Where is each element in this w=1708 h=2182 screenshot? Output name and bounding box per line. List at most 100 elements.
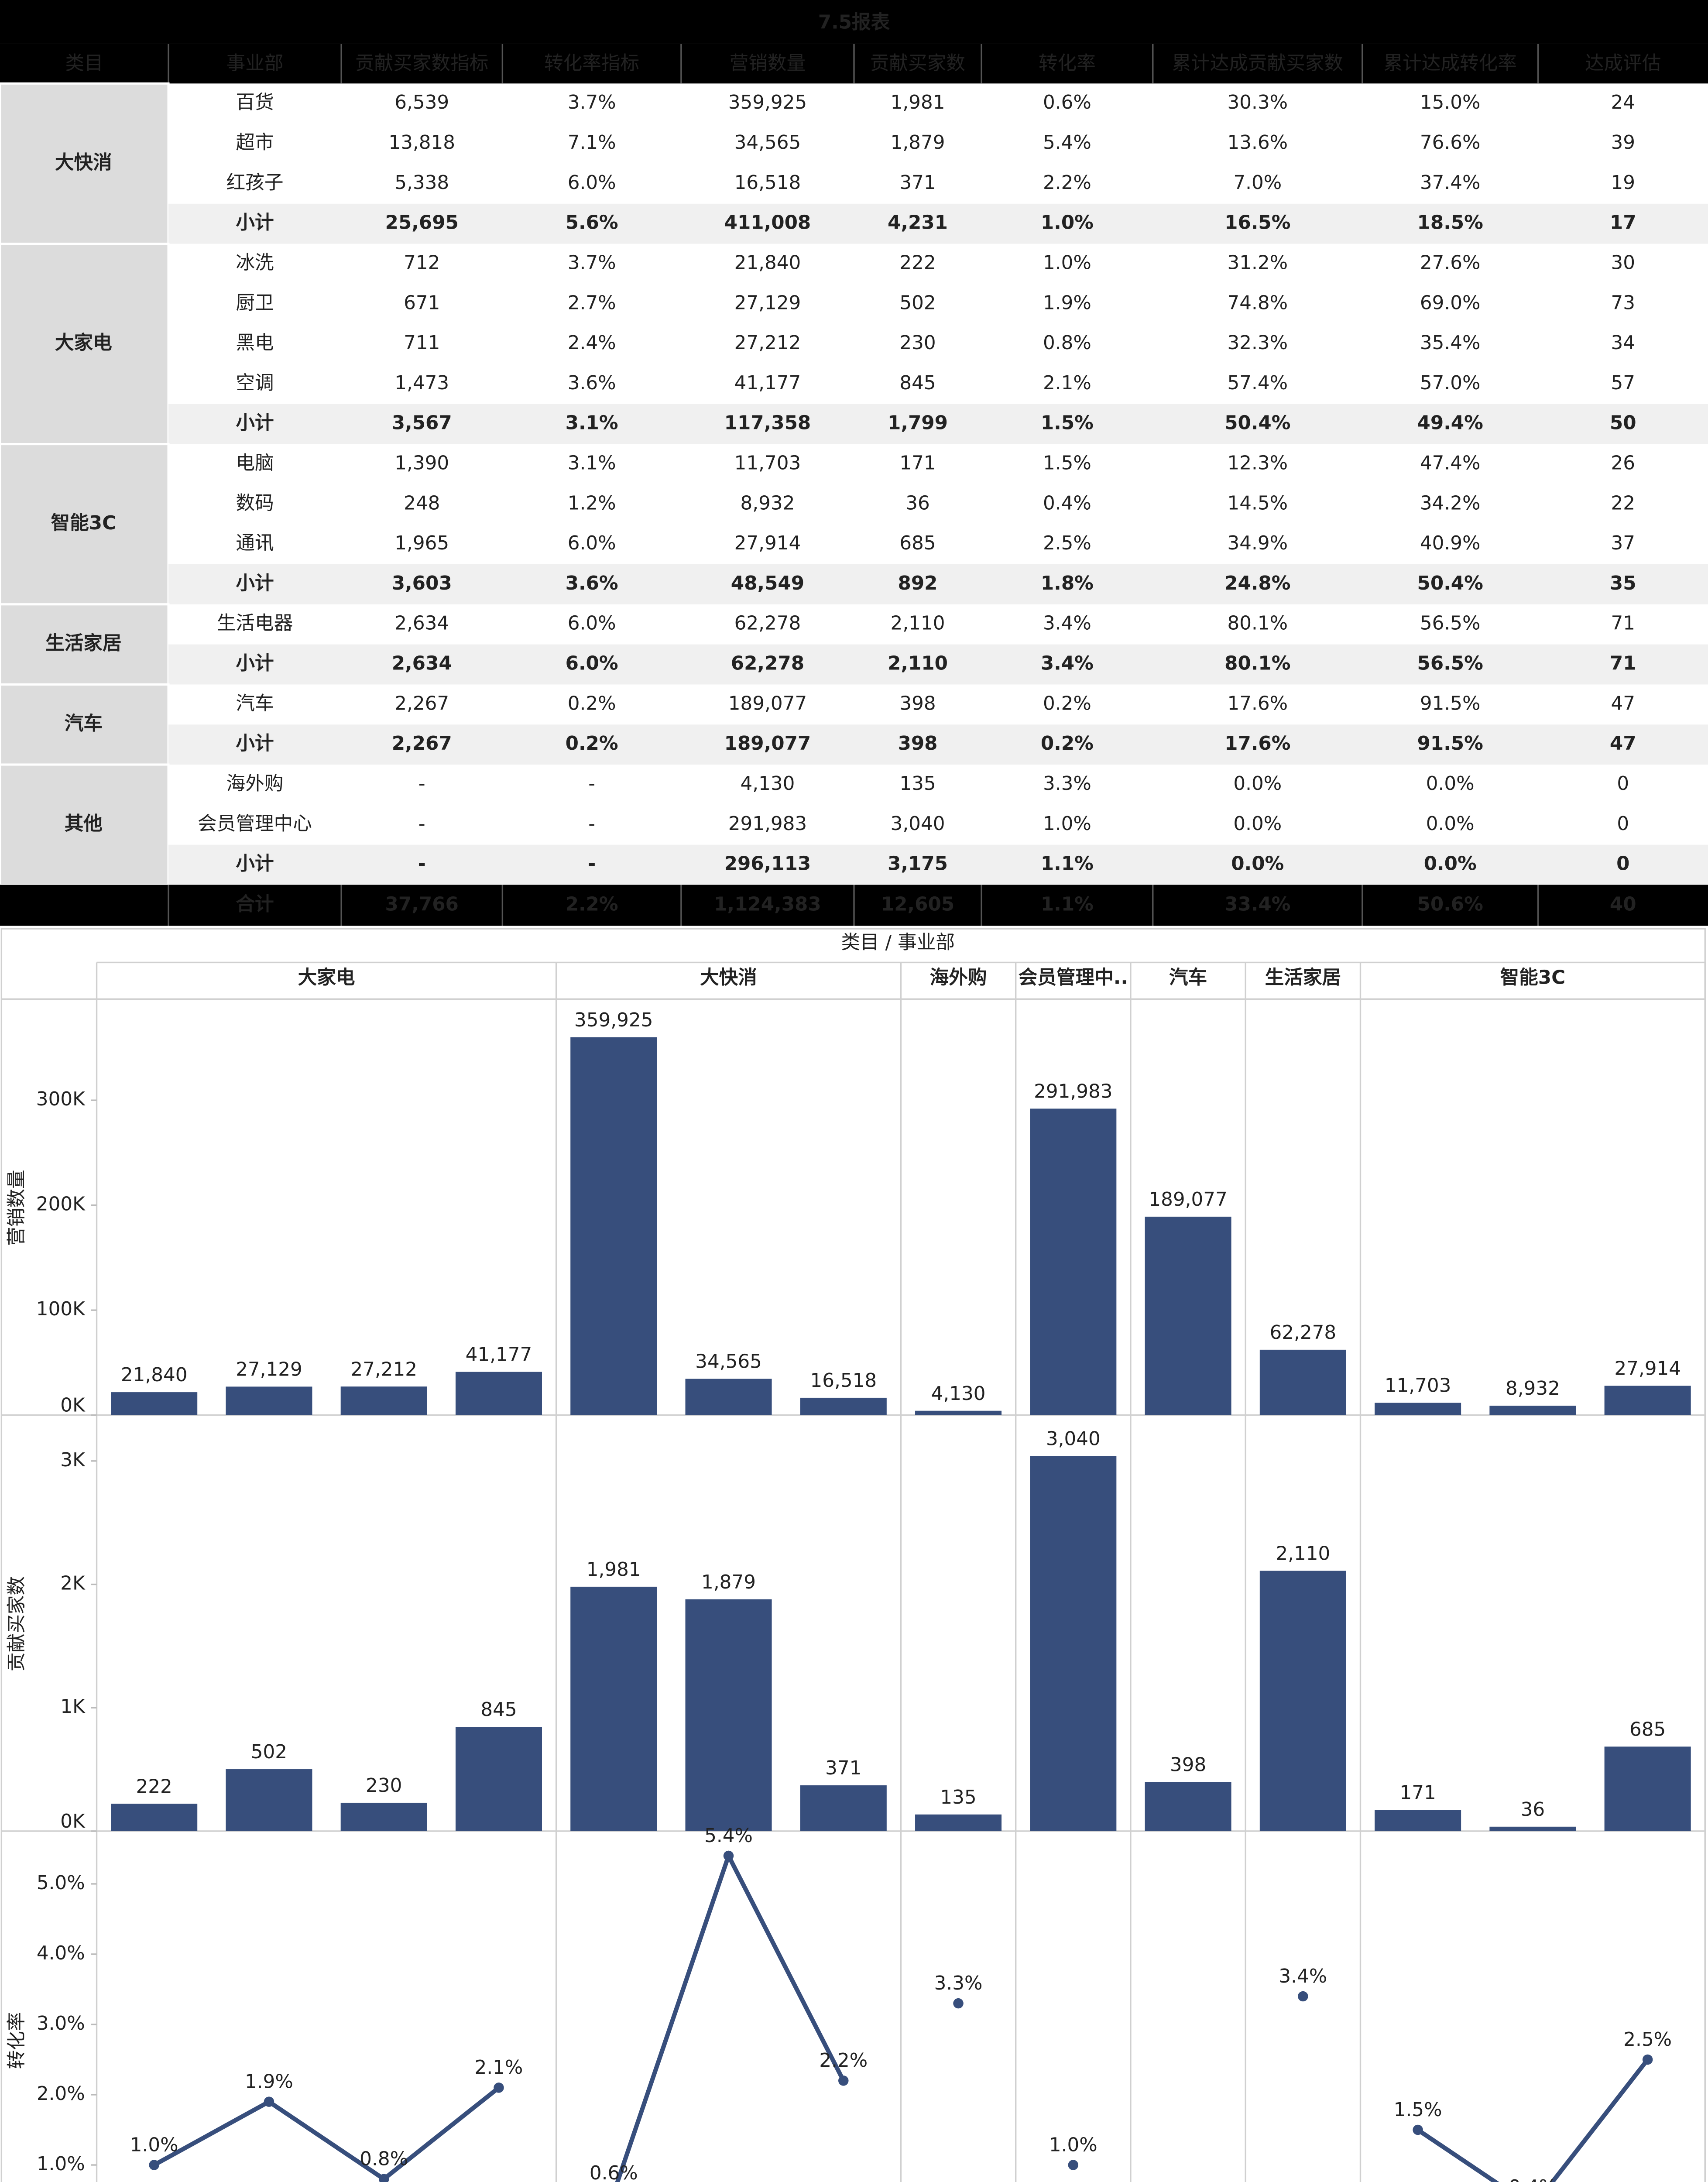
category-cell <box>0 603 170 686</box>
total-cell: 合计 <box>236 893 274 915</box>
subtotal-cell: 1.1% <box>1041 853 1094 875</box>
table-cell: 1.5% <box>1043 453 1091 474</box>
subtotal-cell: 17 <box>1610 212 1636 234</box>
table-cell: 91.5% <box>1420 693 1481 714</box>
subtotal-cell: 小计 <box>236 573 274 594</box>
y-tick-label: 2.0% <box>37 2083 85 2105</box>
subtotal-cell: 1.0% <box>1041 212 1094 234</box>
table-cell: 35.4% <box>1420 332 1481 354</box>
bar <box>1030 1108 1117 1415</box>
value-label: 359,925 <box>574 1009 653 1031</box>
table-cell: 1,981 <box>891 92 945 113</box>
table-cell: 69.0% <box>1420 292 1481 314</box>
bar <box>570 1586 657 1831</box>
table-cell: 80.1% <box>1227 613 1288 635</box>
column-header: 贡献买家数 <box>870 53 965 75</box>
table-cell: 248 <box>404 492 440 514</box>
facet-title: 类目 / 事业部 <box>841 932 955 954</box>
table-cell: 数码 <box>236 492 274 514</box>
table-cell: 13.6% <box>1227 132 1288 154</box>
table-cell: 0.4% <box>1043 492 1091 514</box>
group-header: 海外购 <box>930 967 987 988</box>
subtotal-cell: 24.8% <box>1224 573 1290 594</box>
table-cell: 1.2% <box>568 492 616 514</box>
table-cell: - <box>588 813 595 835</box>
subtotal-bg <box>168 203 1708 244</box>
bar <box>915 1410 1002 1415</box>
table-cell: 291,983 <box>728 813 807 835</box>
table-cell: 0.2% <box>568 693 616 714</box>
table-cell: 0 <box>1617 813 1629 835</box>
table-cell: 47.4% <box>1420 453 1481 474</box>
table-cell: 7.1% <box>568 132 616 154</box>
subtotal-cell: 4,231 <box>888 212 948 234</box>
point <box>838 2076 849 2086</box>
value-label: 230 <box>366 1775 402 1797</box>
subtotal-cell: 小计 <box>236 412 274 434</box>
bar <box>226 1386 312 1415</box>
group-header: 生活家居 <box>1265 967 1341 988</box>
subtotal-cell: 3,603 <box>392 573 452 594</box>
table-cell: 6.0% <box>568 613 616 635</box>
y-tick-label: 4.0% <box>37 1942 85 1964</box>
bar <box>1259 1571 1346 1831</box>
value-label: 171 <box>1399 1782 1436 1804</box>
subtotal-cell: 50.4% <box>1417 573 1483 594</box>
bar <box>1489 1406 1576 1415</box>
table-cell: 13,818 <box>388 132 455 154</box>
value-label: 11,703 <box>1385 1375 1451 1397</box>
bar <box>1030 1456 1117 1831</box>
subtotal-cell: - <box>588 853 596 875</box>
bar <box>685 1379 772 1415</box>
table-cell: 超市 <box>236 132 274 154</box>
table-cell: 37.4% <box>1420 172 1481 194</box>
title-bar <box>0 0 1708 44</box>
table-cell: 34.2% <box>1420 492 1481 514</box>
group-header: 大快消 <box>700 967 757 988</box>
point <box>1298 1991 1308 2002</box>
bar <box>340 1386 427 1415</box>
subtotal-cell: 48,549 <box>731 573 804 594</box>
table-cell: 36 <box>905 492 930 514</box>
bar <box>455 1372 542 1415</box>
subtotal-cell: 0.2% <box>566 733 618 755</box>
table-cell: 0.0% <box>1233 813 1282 835</box>
column-header: 转化率指标 <box>544 53 639 75</box>
table-cell: 189,077 <box>728 693 807 714</box>
table-cell: 11,703 <box>734 453 801 474</box>
column-header: 贡献买家数指标 <box>355 53 488 75</box>
subtotal-cell: 16.5% <box>1224 212 1290 234</box>
table-cell: 371 <box>899 172 936 194</box>
value-label: 4,130 <box>931 1383 986 1405</box>
subtotal-cell: 3.6% <box>566 573 618 594</box>
table-cell: 1.9% <box>1043 292 1091 314</box>
y-tick-label: 300K <box>36 1088 86 1110</box>
bar <box>1375 1403 1461 1415</box>
table-cell: 5,338 <box>394 172 449 194</box>
table-cell: 222 <box>899 252 936 274</box>
group-header: 汽车 <box>1169 967 1207 988</box>
table-cell: 5.4% <box>1043 132 1091 154</box>
total-cell: 33.4% <box>1224 893 1290 915</box>
value-label: 371 <box>825 1757 861 1779</box>
table-cell: 17.6% <box>1227 693 1288 714</box>
table-cell: 0.8% <box>1043 332 1091 354</box>
table-cell: 22 <box>1611 492 1636 514</box>
subtotal-cell: 小计 <box>236 212 274 234</box>
point <box>494 2083 504 2093</box>
subtotal-cell: 71 <box>1610 653 1636 675</box>
table-cell: 1,879 <box>891 132 945 154</box>
subtotal-cell: 小计 <box>236 733 274 755</box>
table-cell: 红孩子 <box>226 172 284 194</box>
value-label: 3,040 <box>1046 1428 1101 1450</box>
total-cell: 1.1% <box>1041 893 1094 915</box>
value-label: 8,932 <box>1506 1378 1560 1400</box>
value-label: 41,177 <box>466 1344 532 1366</box>
subtotal-cell: 1.8% <box>1041 573 1094 594</box>
table-title: 7.5报表 <box>818 12 890 34</box>
value-label: 2.1% <box>475 2057 523 2079</box>
subtotal-cell: - <box>418 853 426 875</box>
category-label: 大快消 <box>55 152 112 174</box>
value-label: 0.4% <box>1509 2176 1557 2182</box>
table-cell: 27.6% <box>1420 252 1481 274</box>
